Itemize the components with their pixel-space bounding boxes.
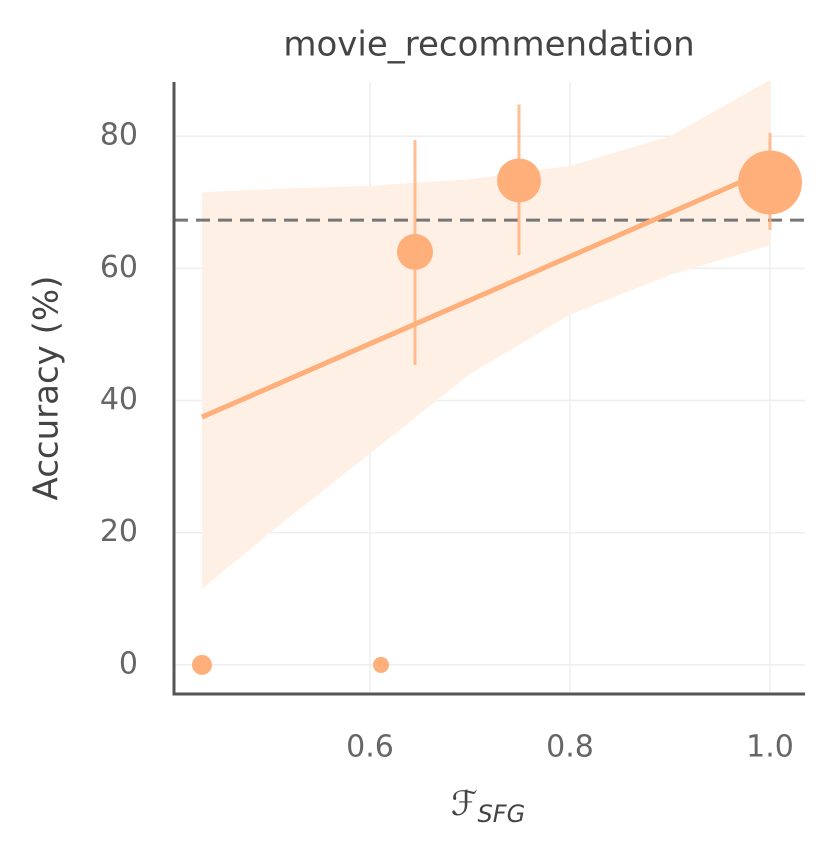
chart-title: movie_recommendation [283, 25, 694, 65]
x-tick-label: 1.0 [746, 730, 794, 765]
axes [172, 82, 805, 696]
point [397, 233, 433, 270]
x-label-main: ℱ [451, 784, 478, 824]
x-tick-label: 0.8 [546, 730, 594, 765]
point [497, 158, 541, 203]
y-tick-label: 80 [100, 118, 138, 153]
point [192, 654, 212, 675]
y-tick-label: 60 [100, 250, 138, 285]
x-tick-label: 0.6 [346, 730, 394, 765]
trend-line [201, 166, 771, 420]
x-axis-label: ℱSFG [451, 784, 525, 829]
confidence-band [202, 80, 770, 589]
y-tick-label: 0 [119, 646, 138, 681]
y-tick-label: 40 [100, 382, 138, 417]
point [738, 150, 802, 215]
y-tick-label: 20 [100, 514, 138, 549]
x-label-sub: SFG [478, 800, 526, 828]
point [373, 656, 389, 673]
y-axis-label: Accuracy (%) [27, 276, 67, 501]
